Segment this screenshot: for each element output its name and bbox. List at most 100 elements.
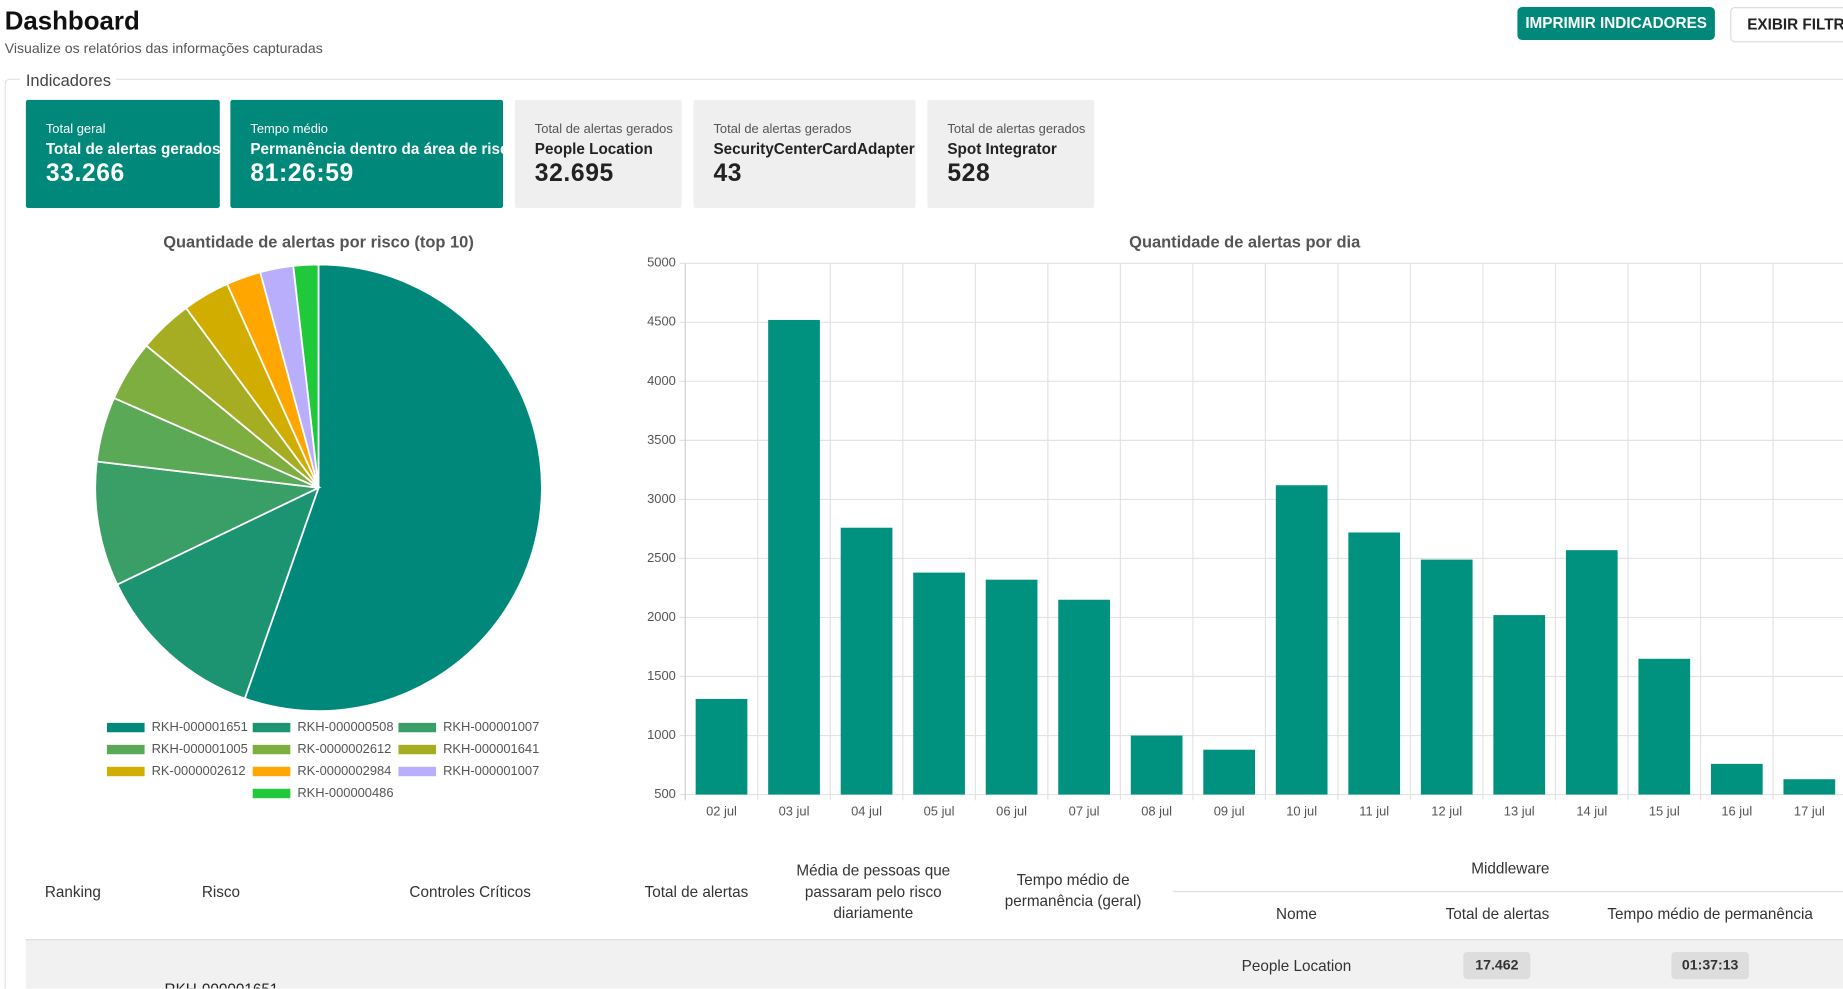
- x-tick-label: 02 jul: [706, 804, 737, 819]
- cell-tempo: 01:37:13: [1671, 952, 1749, 980]
- bar: [1348, 532, 1401, 795]
- card-label: Total de alertas gerados: [713, 122, 852, 137]
- page-subtitle: Visualize os relatórios das informações …: [4, 39, 323, 57]
- table-group-header: Middleware: [1471, 859, 1550, 877]
- card-title: People Location: [534, 139, 653, 158]
- legend-swatch: [398, 744, 437, 755]
- print-button[interactable]: IMPRIMIR INDICADORES: [1517, 7, 1715, 40]
- legend-label: RKH-000001651: [152, 719, 248, 734]
- x-tick-label: 03 jul: [779, 804, 810, 819]
- y-tick-label: 3500: [647, 432, 676, 447]
- bar: [1710, 763, 1763, 795]
- y-tick-label: 3000: [647, 491, 676, 506]
- table-sub-header: Nome: [1276, 905, 1317, 923]
- legend-swatch: [252, 766, 291, 777]
- legend-label: RK-0000002612: [152, 763, 246, 778]
- indicator-card: Total geral Total de alertas gerados 33.26…: [25, 99, 221, 209]
- indicator-card: Total de alertas gerados SecurityCenterCa…: [693, 99, 916, 209]
- table-header: Tempo médio de permanência (geral): [1004, 870, 1142, 910]
- y-tick-label: 1500: [647, 668, 676, 683]
- table-header: Risco: [201, 882, 241, 901]
- legend-swatch: [398, 766, 437, 777]
- bar: [1130, 735, 1183, 795]
- x-tick-label: 07 jul: [1069, 804, 1100, 819]
- card-value: 33.266: [45, 159, 125, 187]
- x-tick-label: 13 jul: [1504, 804, 1535, 819]
- bar: [913, 572, 965, 795]
- legend-swatch: [106, 722, 145, 733]
- chart-title: Quantidade de alertas por risco (top 10): [163, 234, 474, 252]
- page-title: Dashboard: [4, 5, 140, 36]
- indicator-card: Total de alertas gerados People Location 3…: [514, 99, 682, 209]
- bar: [840, 527, 893, 795]
- card-title: SecurityCenterCardAdapter: [713, 139, 915, 158]
- card-label: Total de alertas gerados: [534, 122, 673, 137]
- x-tick-label: 09 jul: [1214, 804, 1245, 819]
- legend-label: RKH-000001007: [443, 763, 539, 778]
- legend-label: RKH-000001641: [443, 741, 539, 756]
- x-tick-label: 06 jul: [996, 804, 1027, 819]
- x-tick-label: 08 jul: [1141, 804, 1172, 819]
- card-title: Spot Integrator: [947, 139, 1057, 158]
- legend-label: RKH-000000486: [297, 785, 393, 800]
- table-sub-header: Tempo médio de permanência: [1607, 905, 1813, 923]
- card-label: Tempo médio: [250, 122, 328, 137]
- legend-swatch: [252, 788, 291, 799]
- x-tick-label: 12 jul: [1431, 804, 1462, 819]
- table-group-rule: [1173, 890, 1843, 893]
- bar: [1493, 615, 1546, 795]
- cell-total: 17.462: [1463, 952, 1531, 980]
- card-label: Total de alertas gerados: [947, 122, 1086, 137]
- x-tick-label: 15 jul: [1649, 804, 1680, 819]
- y-tick-label: 2000: [647, 609, 676, 624]
- x-tick-label: 14 jul: [1576, 804, 1607, 819]
- x-tick-label: 11 jul: [1359, 804, 1389, 819]
- x-tick-label: 05 jul: [924, 804, 955, 819]
- bar: [695, 698, 748, 795]
- card-value: 32.695: [534, 159, 614, 187]
- card-value: 528: [947, 159, 991, 187]
- bar: [985, 579, 1038, 795]
- bar: [1638, 658, 1691, 795]
- bar: [1783, 779, 1836, 795]
- legend-label: RK-0000002984: [297, 763, 391, 778]
- chart-title: Quantidade de alertas por dia: [1129, 234, 1361, 252]
- bar: [1203, 749, 1256, 795]
- cell-nome: People Location: [1241, 956, 1352, 975]
- legend-label: RKH-000001007: [443, 719, 539, 734]
- cell-risco: RKH-000001651: [165, 980, 279, 988]
- card-value: 43: [713, 159, 743, 187]
- bar: [768, 319, 820, 795]
- table-header: Ranking: [44, 882, 101, 901]
- table-header: Média de pessoas que passaram pelo risco…: [796, 861, 951, 922]
- card-label: Total geral: [45, 122, 106, 137]
- legend-swatch: [398, 722, 437, 733]
- indicator-card: Total de alertas gerados Spot Integrator 5…: [927, 99, 1095, 209]
- table-row-bg: [25, 939, 1843, 989]
- x-tick-label: 16 jul: [1721, 804, 1752, 819]
- section-frame: [4, 78, 1843, 989]
- y-tick-label: 4000: [647, 373, 676, 388]
- pie-slice: [292, 263, 320, 488]
- legend-label: RKH-000001005: [152, 741, 248, 756]
- card-value: 81:26:59: [250, 159, 354, 187]
- section-title: Indicadores: [19, 70, 117, 90]
- filter-button[interactable]: EXIBIR FILTRO: [1730, 7, 1843, 43]
- card-title: Total de alertas gerados: [45, 139, 221, 158]
- table-header: Controles Críticos: [409, 882, 531, 901]
- x-tick-label: 04 jul: [851, 804, 882, 819]
- indicator-card: Tempo médio Permanência dentro da área de…: [230, 99, 518, 209]
- y-tick-label: 2500: [647, 550, 676, 565]
- pie-slice: [116, 486, 321, 700]
- legend-swatch: [106, 744, 145, 755]
- legend-swatch: [252, 744, 291, 755]
- x-tick-label: 17 jul: [1794, 804, 1825, 819]
- card-title: Permanência dentro da área de risco: [250, 139, 518, 158]
- legend-label: RK-0000002612: [297, 741, 391, 756]
- y-tick-label: 4500: [647, 314, 676, 329]
- y-tick-label: 1000: [647, 727, 676, 742]
- x-tick-label: 10 jul: [1286, 804, 1317, 819]
